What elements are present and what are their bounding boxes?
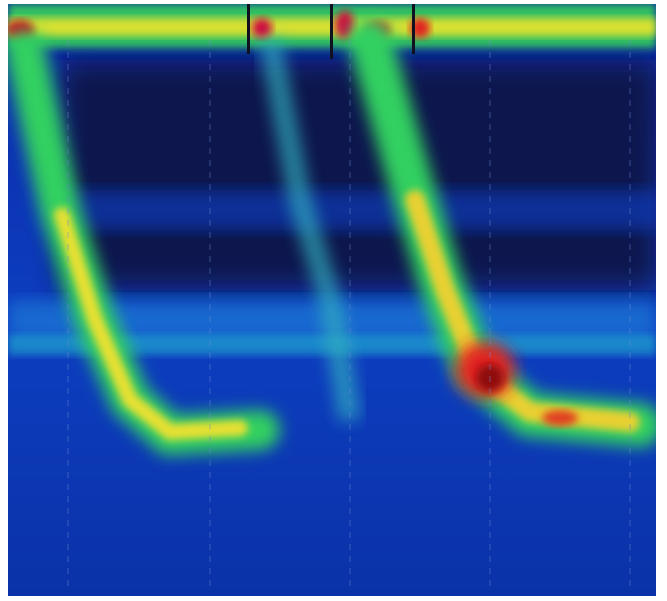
dark-region <box>60 60 660 290</box>
hot-spot <box>252 18 272 38</box>
artifact-line <box>412 4 415 54</box>
hot-spot <box>542 410 578 426</box>
topography-photo <box>0 0 667 601</box>
artifact-line <box>247 4 250 54</box>
screenshot <box>0 0 667 601</box>
artifact-line <box>330 4 333 59</box>
heatmap <box>6 4 660 596</box>
